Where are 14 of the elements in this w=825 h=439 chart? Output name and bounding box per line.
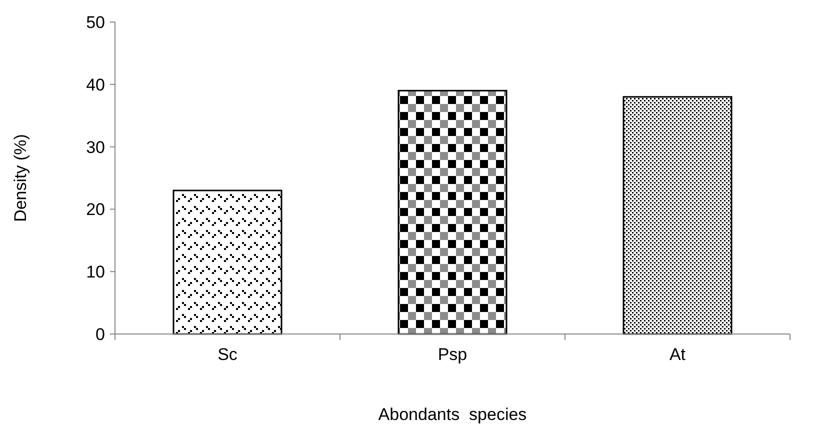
y-tick-label: 10 [86,262,105,282]
x-tick-label: Psp [438,345,468,364]
bar [172,190,282,335]
y-tick-label: 0 [96,324,105,344]
x-axis-title: Abondants species [378,405,527,424]
y-tick-label: 20 [86,200,105,220]
x-tick-label: Sc [218,345,238,364]
bar [622,96,732,335]
x-tick-label: At [669,345,686,364]
bar [398,90,508,335]
y-tick-label: 40 [86,75,105,94]
y-tick-label: 30 [86,138,105,157]
y-tick-label: 50 [86,12,105,32]
y-axis-title: Density (%) [11,134,30,222]
